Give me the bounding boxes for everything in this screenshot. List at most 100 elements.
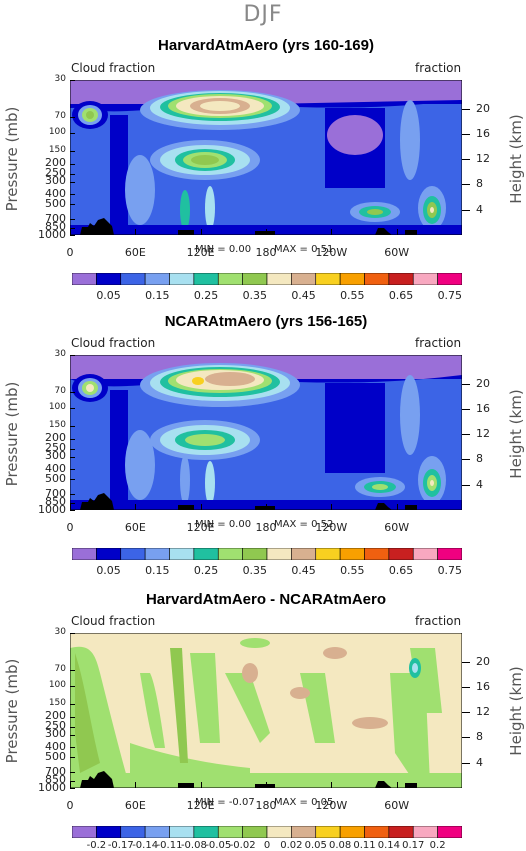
panel-1-ytick-label: 150: [48, 144, 66, 155]
panel-1-colorbar-swatch: [96, 273, 122, 285]
panel-2-colorbar-swatch: [364, 548, 390, 560]
panel-1-colorbar-swatch: [339, 273, 365, 285]
panel-2-corner-right: fraction: [415, 336, 462, 350]
panel-3-colorbar-label: -0.08: [180, 840, 207, 851]
panel-2-xtick-label: 60W: [384, 521, 410, 534]
panel-2-colorbar-swatch: [412, 548, 438, 560]
panel-2-height-mark: [462, 383, 470, 385]
panel-1-xtick-mark: [266, 229, 267, 235]
panel-2-colorbar-swatch: [72, 548, 97, 560]
panel-3-ytick-label: 700: [45, 764, 66, 778]
panel-2-ytick-mark: [70, 448, 75, 450]
panel-2-height-label: 16: [476, 401, 490, 415]
panel-3-colorbar-swatch: [242, 826, 268, 838]
panel-2-colorbar-swatch: [315, 548, 341, 560]
panel-1-max: MAX = 0.51: [274, 244, 333, 255]
panel-2-xtick-mark: [70, 504, 71, 510]
panel-1-min: MIN = 0.00: [195, 244, 251, 255]
panel-1-height-label: 8: [476, 177, 483, 191]
panel-2-colorbar-swatch: [120, 548, 146, 560]
panel-1-ytick-label: 200: [45, 156, 66, 170]
panel-1-height-mark: [462, 108, 470, 110]
panel-2-height-mark: [462, 434, 470, 436]
panel-1-ytick-mark: [70, 117, 75, 119]
panel-2-height-label: 8: [476, 452, 483, 466]
panel-3-ytick-mark: [70, 757, 75, 759]
panel-3-colorbar-swatch: [437, 826, 462, 838]
panel-2-colorbar-swatch: [339, 548, 365, 560]
panel-2-colorbar-label: 0.35: [242, 564, 268, 577]
panel-2-ytick-mark: [70, 479, 75, 481]
panel-2-colorbar-label: 0.15: [145, 564, 170, 577]
panel-1-ytick-mark: [70, 227, 75, 229]
panel-1-xtick-mark: [135, 229, 137, 235]
panel-3-max-value: 0.05: [311, 797, 334, 808]
p1-land-1: [80, 218, 114, 235]
panel-3-colorbar-label: -0.2: [86, 840, 107, 851]
panel-3-colorbar-swatch: [193, 826, 219, 838]
panel-1-colorbar-swatch: [217, 273, 243, 285]
panel-2-ytick-mark: [70, 408, 75, 410]
panel-3-colorbar-label: 0.11: [353, 840, 376, 851]
panel-3-colorbar-swatch: [144, 826, 170, 838]
panel-1-height-mark: [462, 209, 470, 211]
panel-2-ytick-label: 300: [45, 449, 66, 463]
panel-3-colorbar-swatch: [388, 826, 414, 838]
panel-2-title: NCARAtmAero (yrs 156-165): [164, 313, 368, 330]
panel-3-max-label: MAX =: [274, 797, 308, 808]
panel-1-colorbar-swatch: [120, 273, 146, 285]
panel-3-colorbar-label: 0.02: [280, 840, 303, 851]
panel-3-ytick-label: 400: [45, 739, 66, 753]
panel-3-ytick-mark: [70, 734, 75, 736]
panel-1-xtick-label: 0: [66, 246, 74, 259]
panel-1-height-label: 4: [476, 202, 483, 216]
panel-1-ytick-label: 500: [45, 196, 66, 210]
panel-1-ytick-label: 250: [45, 166, 66, 180]
panel-1-ytick-mark: [70, 204, 75, 206]
panel-3-colorbar-swatch: [96, 826, 122, 838]
panel-2-height-mark: [462, 408, 470, 410]
panel-3-xtick-mark: [135, 782, 137, 788]
panel-1-colorbar-label: 0.15: [145, 289, 170, 302]
panel-1-xtick-label: 120W: [315, 246, 348, 259]
panel-3-colorbar-swatch: [364, 826, 390, 838]
panel-3-colorbar-label: 0.05: [304, 840, 327, 851]
panel-3-ytick-label: 300: [45, 727, 66, 741]
panel-2-ytick-label: 850: [45, 495, 66, 509]
panel-2-ytick-mark: [70, 510, 75, 511]
panel-3-xtick-mark: [331, 782, 333, 788]
panel-1-colorbar-swatch: [412, 273, 438, 285]
panel-2-xtick-mark: [396, 504, 398, 510]
panel-3-ytick-mark: [70, 780, 75, 782]
panel-1-colorbar-label: 0.35: [242, 289, 268, 302]
panel-1-height-label: 20: [476, 101, 490, 115]
panel-1-xtick-mark: [70, 229, 71, 235]
panel-3-ytick-mark: [70, 726, 75, 728]
panel-1-corner-right: fraction: [415, 61, 462, 75]
panel-2-xtick-mark: [135, 504, 137, 510]
panel-2-colorbar-swatch: [96, 548, 122, 560]
panel-1-max-label: MAX =: [274, 244, 308, 255]
panel-2-colorbar-label: 0.65: [388, 564, 414, 577]
panel-3-ytick-label: 1000: [38, 780, 66, 794]
panel-1-ytick-mark: [70, 181, 75, 183]
panel-2-min-value: 0.00: [228, 519, 252, 530]
panel-2-colorbar-swatch: [144, 548, 170, 560]
panel-1-colorbar-swatch: [72, 273, 97, 285]
panel-2-xtick-label: 120W: [315, 521, 348, 534]
panel-1-ytick-mark: [70, 219, 75, 221]
panel-3-ylabel-right: Height (km): [507, 666, 525, 756]
panel-2-xtick-label: 120E: [186, 521, 215, 534]
panel-1-ytick-label: 700: [45, 211, 66, 225]
panel-3-colorbar-label: -0.02: [229, 840, 256, 851]
panel-2-ytick-label: 30: [54, 348, 66, 359]
panel-3-colorbar-label: 0.14: [377, 840, 400, 851]
panel-3-ytick-mark: [70, 704, 75, 706]
panel-1-height-label: 12: [476, 152, 490, 166]
panel-1-max-value: 0.51: [311, 244, 334, 255]
panel-2-colorbar-swatch: [388, 548, 414, 560]
panel-3-ytick-label: 70: [54, 663, 66, 674]
panel-3-ytick-label: 150: [48, 697, 66, 708]
panel-3-ytick-label: 30: [54, 626, 66, 637]
panel-1-colorbar-swatch: [364, 273, 390, 285]
